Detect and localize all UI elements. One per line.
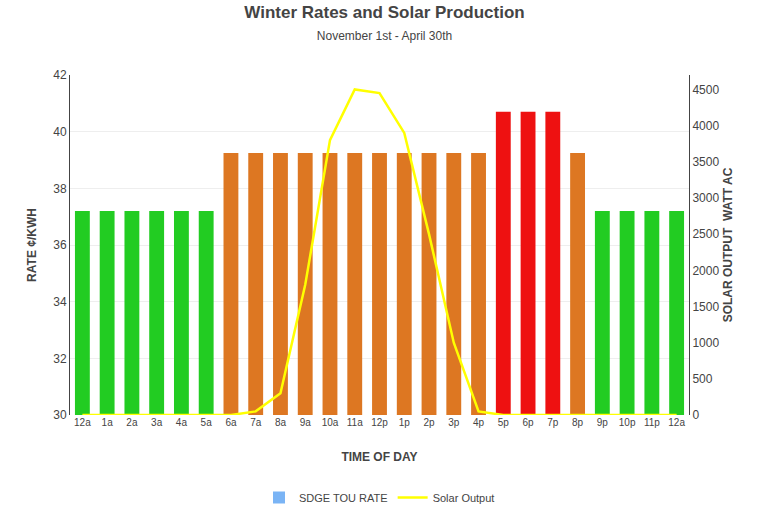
svg-text:4a: 4a bbox=[176, 417, 188, 428]
svg-text:8p: 8p bbox=[572, 417, 584, 428]
svg-text:40: 40 bbox=[53, 125, 67, 139]
svg-text:36: 36 bbox=[53, 238, 67, 252]
svg-text:1500: 1500 bbox=[692, 300, 719, 314]
svg-text:11p: 11p bbox=[644, 417, 660, 428]
svg-text:2p: 2p bbox=[423, 417, 435, 428]
svg-text:10p: 10p bbox=[619, 417, 636, 428]
svg-text:12a: 12a bbox=[668, 417, 685, 428]
svg-text:42: 42 bbox=[53, 68, 67, 82]
svg-text:5a: 5a bbox=[201, 417, 213, 428]
svg-text:2500: 2500 bbox=[692, 227, 719, 241]
svg-text:2a: 2a bbox=[126, 417, 138, 428]
svg-text:10a: 10a bbox=[322, 417, 339, 428]
svg-text:1000: 1000 bbox=[692, 336, 719, 350]
svg-text:1a: 1a bbox=[102, 417, 114, 428]
svg-text:3a: 3a bbox=[151, 417, 163, 428]
svg-text:7p: 7p bbox=[547, 417, 559, 428]
svg-text:5p: 5p bbox=[498, 417, 510, 428]
svg-text:30: 30 bbox=[53, 408, 67, 422]
svg-text:TIME OF DAY: TIME OF DAY bbox=[341, 450, 417, 464]
svg-text:1p: 1p bbox=[399, 417, 411, 428]
svg-text:4500: 4500 bbox=[692, 83, 719, 97]
svg-text:7a: 7a bbox=[250, 417, 262, 428]
svg-text:3500: 3500 bbox=[692, 155, 719, 169]
svg-text:0: 0 bbox=[692, 408, 699, 422]
svg-text:12p: 12p bbox=[371, 417, 388, 428]
svg-text:9p: 9p bbox=[597, 417, 609, 428]
svg-text:38: 38 bbox=[53, 182, 67, 196]
svg-text:Solar Output: Solar Output bbox=[433, 492, 495, 504]
svg-text:3p: 3p bbox=[448, 417, 460, 428]
svg-text:6p: 6p bbox=[522, 417, 534, 428]
svg-text:32: 32 bbox=[53, 352, 67, 366]
svg-text:2000: 2000 bbox=[692, 264, 719, 278]
svg-text:12a: 12a bbox=[74, 417, 91, 428]
svg-text:Winter Rates and Solar Product: Winter Rates and Solar ProductionNovembe… bbox=[244, 3, 524, 43]
svg-text:4p: 4p bbox=[473, 417, 485, 428]
svg-text:500: 500 bbox=[692, 372, 712, 386]
svg-text:9a: 9a bbox=[300, 417, 312, 428]
svg-text:4000: 4000 bbox=[692, 119, 719, 133]
svg-text:6a: 6a bbox=[225, 417, 237, 428]
svg-text:SOLAR OUTPUT WATT AC: SOLAR OUTPUT WATT AC bbox=[721, 167, 735, 322]
svg-text:8a: 8a bbox=[275, 417, 287, 428]
svg-text:34: 34 bbox=[53, 295, 67, 309]
svg-text:3000: 3000 bbox=[692, 191, 719, 205]
svg-text:11a: 11a bbox=[347, 417, 363, 428]
svg-text:RATE ¢/KWH: RATE ¢/KWH bbox=[25, 208, 39, 282]
svg-text:SDGE TOU RATE: SDGE TOU RATE bbox=[299, 492, 388, 504]
